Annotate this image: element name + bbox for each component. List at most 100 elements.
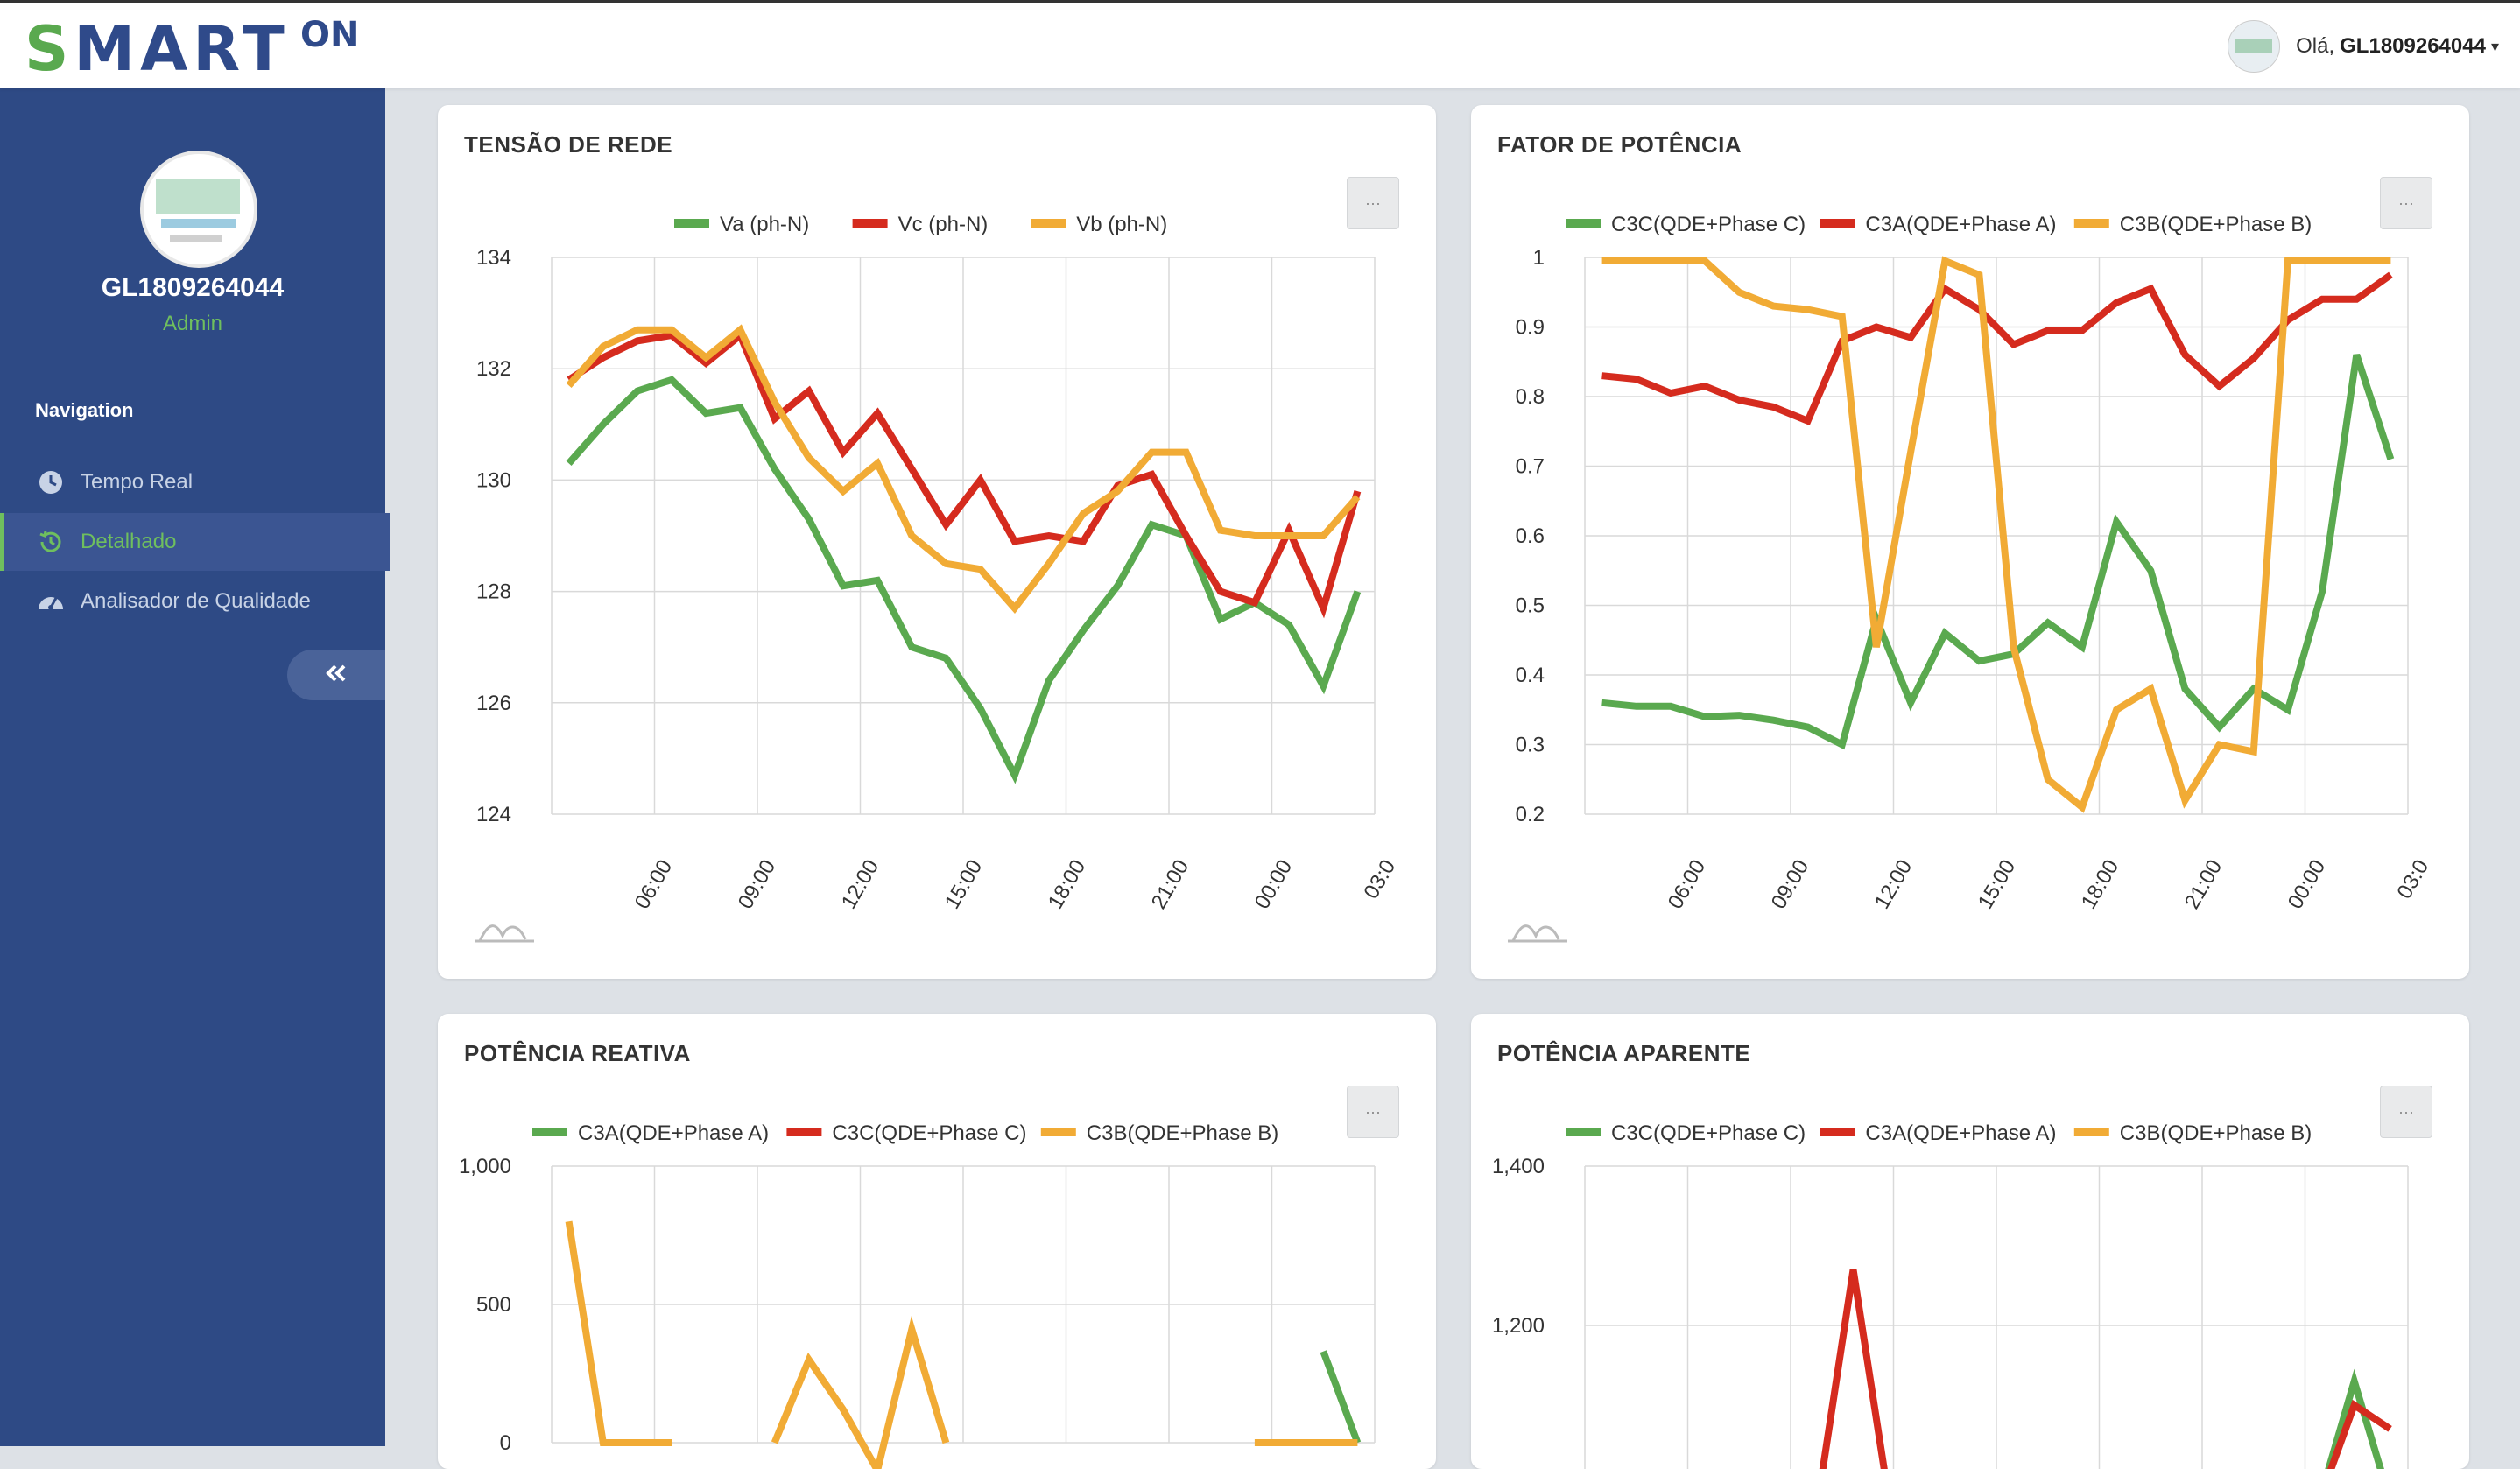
- sidebar-item-label: Detalhado: [81, 530, 177, 553]
- y-tick-label: 124: [476, 803, 511, 826]
- legend-swatch[interactable]: [1566, 1128, 1601, 1136]
- legend-label[interactable]: Va (ph-N): [720, 213, 809, 236]
- smarton-logo[interactable]: SMART ON: [25, 15, 359, 80]
- x-tick-label: 00:00: [1250, 856, 1297, 914]
- user-menu[interactable]: Olá, GL1809264044 ▾: [2228, 18, 2499, 74]
- double-chevron-left-icon: [325, 664, 348, 687]
- clock-icon: [37, 468, 65, 496]
- chart-svg: C3A(QDE+Phase A) C3C(QDE+Phase C) C3B(QDE+…: [459, 1121, 1376, 1469]
- chart-menu-button[interactable]: ···: [2380, 1086, 2432, 1138]
- avatar[interactable]: [2228, 20, 2281, 73]
- chart-svg: Va (ph-N) Vc (ph-N) Vb (ph-N) 124 126 128 130 1…: [475, 213, 1400, 943]
- x-tick-label: 21:00: [2180, 856, 2227, 914]
- series-line[interactable]: [1601, 271, 2393, 425]
- x-tick-label: 09:00: [1767, 856, 1813, 914]
- username[interactable]: GL1809264044: [2340, 34, 2486, 58]
- legend-swatch[interactable]: [1820, 1128, 1855, 1136]
- legend-swatch[interactable]: [2073, 1128, 2109, 1136]
- sidebar-item-detalhado[interactable]: Detalhado: [0, 513, 390, 571]
- legend-label[interactable]: C3C(QDE+Phase C): [1611, 1121, 1806, 1145]
- legend-label[interactable]: Vb (ph-N): [1076, 213, 1167, 236]
- profile-avatar[interactable]: [140, 151, 257, 268]
- chart-card-aparente: POTÊNCIA APARENTE ··· C3C(QDE+Phase C) C3…: [1471, 1014, 2469, 1469]
- y-tick-label: 1,200: [1492, 1314, 1545, 1338]
- y-tick-label: 1,400: [1492, 1155, 1545, 1178]
- series-line[interactable]: [566, 376, 1362, 784]
- legend-label[interactable]: C3A(QDE+Phase A): [1865, 213, 2056, 236]
- ellipsis-icon: ···: [2398, 193, 2414, 212]
- sidebar-item-label: Tempo Real: [81, 470, 194, 494]
- ellipsis-icon: ···: [2398, 1102, 2414, 1121]
- sidebar: GL1809264044 Admin Navigation Tempo Real…: [0, 88, 390, 1446]
- chart-menu-button[interactable]: ···: [2380, 177, 2432, 229]
- x-tick-label: 03:0: [2392, 856, 2433, 903]
- x-tick-label: 12:00: [1870, 856, 1917, 914]
- y-tick-label: 0.5: [1516, 594, 1545, 618]
- avatar-image-block: [170, 235, 222, 242]
- y-tick-label: 0.2: [1516, 803, 1545, 826]
- logo-rest: MART: [74, 13, 290, 85]
- x-tick-label: 18:00: [1044, 856, 1090, 914]
- y-tick-label: 128: [476, 580, 511, 604]
- chart-svg: C3C(QDE+Phase C) C3A(QDE+Phase A) C3B(QDE+…: [1492, 1121, 2409, 1469]
- chart-card-reativa: POTÊNCIA REATIVA ··· C3A(QDE+Phase A) C3C…: [438, 1014, 1436, 1469]
- legend-label[interactable]: C3B(QDE+Phase B): [2120, 213, 2312, 236]
- x-tick-label: 09:00: [734, 856, 780, 914]
- legend-swatch[interactable]: [852, 219, 888, 228]
- legend-swatch[interactable]: [786, 1128, 822, 1136]
- range-selector-icon[interactable]: [475, 924, 534, 943]
- x-tick-label: 06:00: [1664, 856, 1710, 914]
- legend-swatch[interactable]: [1820, 219, 1855, 228]
- chart-menu-button[interactable]: ···: [1347, 1086, 1399, 1138]
- x-tick-label: 18:00: [2077, 856, 2123, 914]
- legend-label[interactable]: C3C(QDE+Phase C): [1611, 213, 1806, 236]
- logo-text: SMART: [25, 13, 290, 85]
- profile-role: Admin: [162, 312, 223, 335]
- y-tick-label: 0.7: [1516, 455, 1545, 479]
- legend-label[interactable]: C3A(QDE+Phase A): [1865, 1121, 2056, 1145]
- card-title: POTÊNCIA REATIVA: [464, 1040, 691, 1066]
- sidebar-item-label: Analisador de Qualidade: [81, 589, 311, 613]
- x-tick-label: 15:00: [940, 856, 987, 914]
- chart-menu-button[interactable]: ···: [1347, 177, 1399, 229]
- profile-name: GL1809264044: [101, 273, 285, 302]
- series-line[interactable]: [1601, 256, 2391, 813]
- legend-label[interactable]: C3B(QDE+Phase B): [2120, 1121, 2312, 1145]
- legend-swatch[interactable]: [1031, 219, 1066, 228]
- legend-swatch[interactable]: [2073, 219, 2109, 228]
- sidebar-item-tempo-real[interactable]: Tempo Real: [0, 453, 385, 511]
- x-tick-label: 03:0: [1359, 856, 1400, 903]
- navigation-heading: Navigation: [35, 399, 134, 421]
- legend-label[interactable]: C3C(QDE+Phase C): [832, 1121, 1026, 1145]
- legend-label[interactable]: Vc (ph-N): [898, 213, 989, 236]
- history-icon: [37, 528, 65, 556]
- logo-first-letter: S: [25, 13, 74, 85]
- y-tick-label: 0.9: [1516, 316, 1545, 340]
- series-line[interactable]: [566, 324, 1361, 614]
- y-tick-label: 126: [476, 692, 511, 715]
- y-tick-label: 500: [476, 1293, 511, 1317]
- legend-label[interactable]: C3A(QDE+Phase A): [578, 1121, 769, 1145]
- y-tick-label: 0.6: [1516, 524, 1545, 548]
- legend-swatch[interactable]: [532, 1128, 567, 1136]
- legend-swatch[interactable]: [1040, 1128, 1076, 1136]
- sidebar-item-analisador[interactable]: Analisador de Qualidade: [0, 573, 385, 630]
- y-tick-label: 132: [476, 357, 511, 381]
- range-selector-icon[interactable]: [1508, 924, 1567, 943]
- y-tick-label: 0.3: [1516, 734, 1545, 757]
- top-bar: SMART ON Olá, GL1809264044 ▾: [0, 0, 2520, 88]
- caret-down-icon[interactable]: ▾: [2490, 37, 2499, 55]
- series-line[interactable]: [1320, 1350, 1362, 1444]
- ellipsis-icon: ···: [1365, 1102, 1381, 1121]
- ellipsis-icon: ···: [1365, 193, 1381, 212]
- series-line[interactable]: [567, 329, 1362, 619]
- series-line[interactable]: [565, 1220, 1358, 1469]
- logo-superscript: ON: [300, 15, 360, 55]
- y-tick-label: 0: [500, 1431, 511, 1455]
- legend-swatch[interactable]: [1566, 219, 1601, 228]
- legend-swatch[interactable]: [674, 219, 709, 228]
- y-tick-label: 130: [476, 468, 511, 492]
- card-title: TENSÃO DE REDE: [464, 131, 673, 158]
- legend-label[interactable]: C3B(QDE+Phase B): [1087, 1121, 1278, 1145]
- collapse-sidebar-button[interactable]: [287, 650, 385, 700]
